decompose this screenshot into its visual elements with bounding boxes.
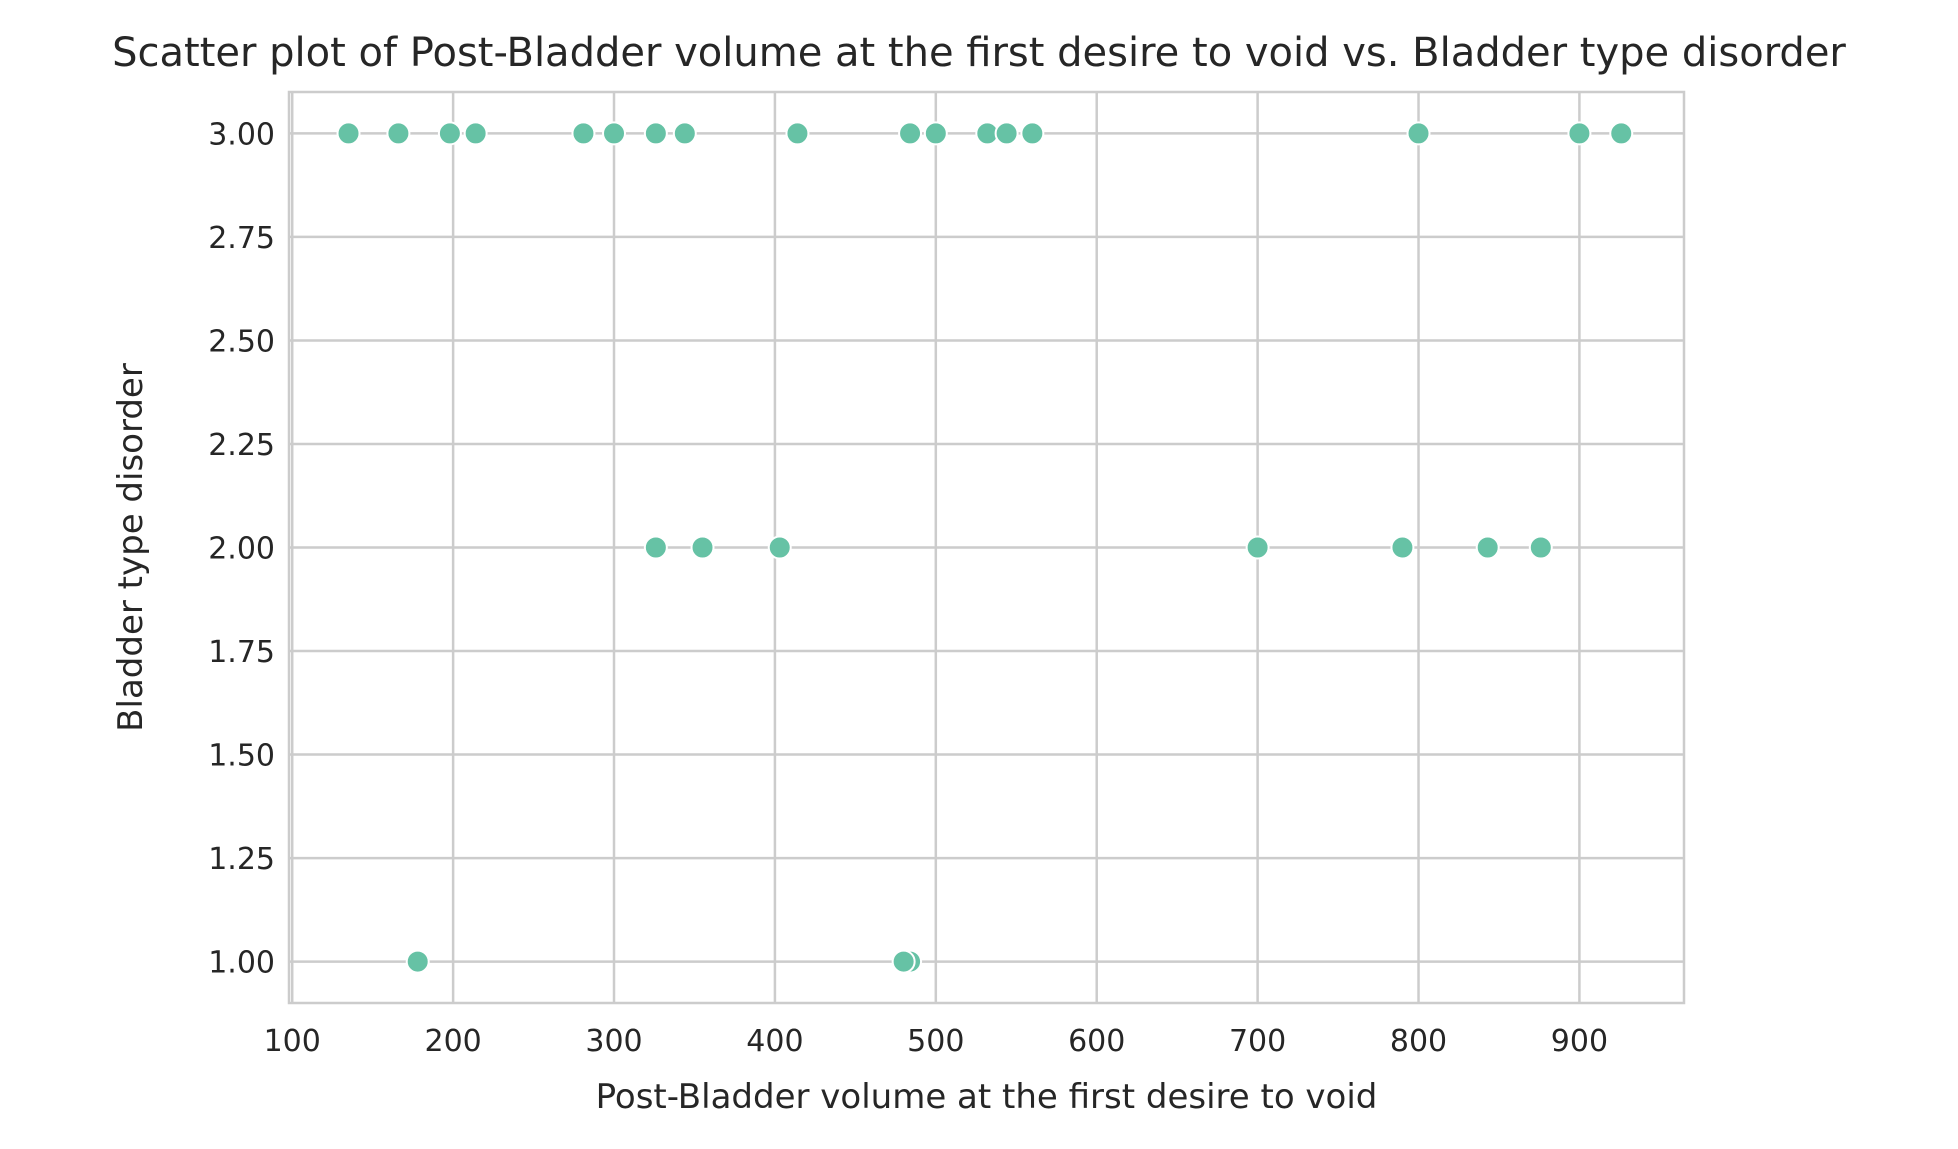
y-tick-label: 3.00 bbox=[208, 117, 275, 152]
x-tick-label: 800 bbox=[1390, 1024, 1447, 1059]
scatter-point bbox=[923, 121, 948, 146]
y-tick-label: 2.75 bbox=[208, 221, 275, 256]
scatter-point bbox=[690, 535, 715, 560]
scatter-point bbox=[405, 949, 430, 974]
scatter-point bbox=[643, 121, 668, 146]
scatter-point bbox=[1567, 121, 1592, 146]
x-tick-label: 600 bbox=[1068, 1024, 1125, 1059]
grid bbox=[289, 92, 1684, 1003]
scatter-point bbox=[571, 121, 596, 146]
scatter-point bbox=[386, 121, 411, 146]
scatter-point bbox=[1528, 535, 1553, 560]
x-tick-label: 900 bbox=[1551, 1024, 1608, 1059]
y-tick-label: 1.50 bbox=[208, 739, 275, 774]
y-tick-label: 1.75 bbox=[208, 635, 275, 670]
y-tick-label: 2.50 bbox=[208, 324, 275, 359]
x-tick-label: 300 bbox=[585, 1024, 642, 1059]
scatter-point bbox=[1475, 535, 1500, 560]
data-points bbox=[336, 121, 1634, 974]
scatter-point bbox=[602, 121, 627, 146]
scatter-point bbox=[1245, 535, 1270, 560]
scatter-point bbox=[336, 121, 361, 146]
x-tick-label: 700 bbox=[1229, 1024, 1286, 1059]
scatter-point bbox=[1020, 121, 1045, 146]
x-tick-label: 200 bbox=[424, 1024, 481, 1059]
plot-frame bbox=[287, 90, 1686, 1005]
scatter-point bbox=[1609, 121, 1634, 146]
y-tick-label: 1.25 bbox=[208, 842, 275, 877]
scatter-point bbox=[994, 121, 1019, 146]
scatter-point bbox=[891, 949, 916, 974]
y-tick-label: 2.00 bbox=[208, 532, 275, 567]
scatter-point bbox=[437, 121, 462, 146]
x-axis-ticks: 100 200 300 400 500 600 700 800 900 bbox=[264, 1024, 1608, 1059]
scatter-point bbox=[767, 535, 792, 560]
y-axis-label: Bladder type disorder bbox=[111, 363, 151, 732]
scatter-point bbox=[463, 121, 488, 146]
scatter-point bbox=[1406, 121, 1431, 146]
y-tick-label: 1.00 bbox=[208, 946, 275, 981]
scatter-point bbox=[1390, 535, 1415, 560]
y-tick-label: 2.25 bbox=[208, 428, 275, 463]
x-tick-label: 500 bbox=[907, 1024, 964, 1059]
x-axis-label: Post-Bladder volume at the first desire … bbox=[596, 1077, 1378, 1117]
scatter-point bbox=[643, 535, 668, 560]
x-tick-label: 100 bbox=[264, 1024, 321, 1059]
x-tick-label: 400 bbox=[746, 1024, 803, 1059]
y-axis-ticks: 1.00 1.25 1.50 1.75 2.00 2.25 2.50 2.75 3.00 bbox=[208, 117, 275, 980]
scatter-point bbox=[672, 121, 697, 146]
scatter-point bbox=[898, 121, 923, 146]
scatter-point bbox=[785, 121, 810, 146]
chart-title: Scatter plot of Post-Bladder volume at t… bbox=[112, 30, 1846, 76]
